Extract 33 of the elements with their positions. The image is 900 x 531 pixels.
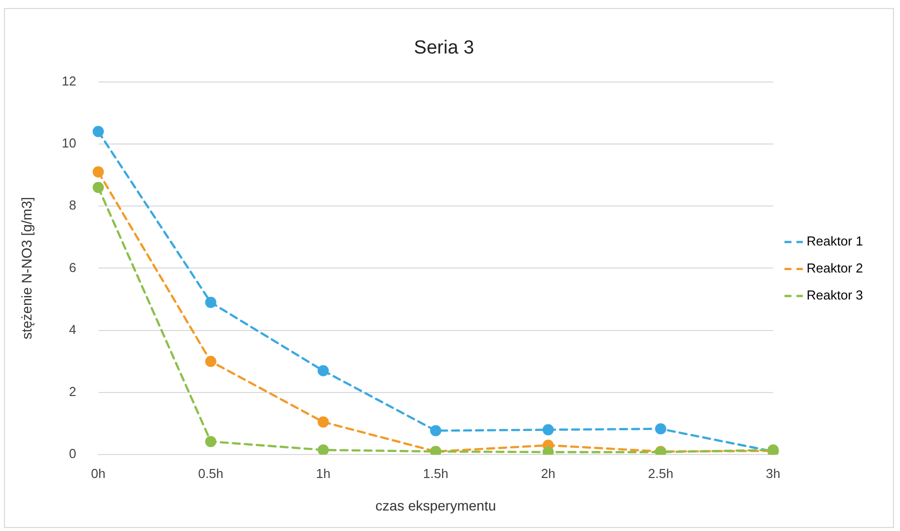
- x-tick-label: 0h: [91, 466, 106, 481]
- point: [92, 182, 104, 194]
- x-tick-label: 3h: [766, 466, 780, 481]
- y-tick-label: 2: [69, 384, 76, 400]
- point: [430, 425, 442, 436]
- y-tick-label: 12: [62, 73, 76, 88]
- point: [318, 416, 329, 428]
- x-tick-label: 0.5h: [198, 466, 224, 481]
- x-axis-title: czas eksperymentu: [375, 497, 496, 514]
- point: [542, 446, 554, 455]
- legend-label: Reaktor 1: [806, 234, 864, 249]
- point: [92, 166, 104, 178]
- y-tick-label: 8: [69, 198, 76, 213]
- x-tick-label: 2h: [540, 466, 556, 481]
- legend-label: Reaktor 2: [806, 260, 864, 276]
- point: [205, 436, 216, 448]
- x-tick-label: 1.5h: [423, 466, 448, 481]
- point: [205, 296, 216, 308]
- point: [542, 424, 554, 436]
- y-tick-label: 4: [69, 322, 76, 337]
- point: [318, 365, 329, 376]
- chart-title: Seria 3: [414, 38, 474, 59]
- y-tick-label: 10: [62, 136, 76, 151]
- y-tick-label: 6: [69, 260, 76, 275]
- x-tick-label: 1h: [316, 466, 330, 481]
- point: [92, 126, 104, 138]
- legend-label: Reaktor 3: [806, 288, 864, 303]
- x-tick-label: 2.5h: [648, 466, 674, 481]
- point: [655, 423, 666, 434]
- y-tick-label: 0: [69, 446, 76, 462]
- point: [205, 356, 216, 367]
- point: [318, 444, 329, 455]
- y-axis-title: stężenie N-NO3 [g/m3]: [18, 197, 34, 340]
